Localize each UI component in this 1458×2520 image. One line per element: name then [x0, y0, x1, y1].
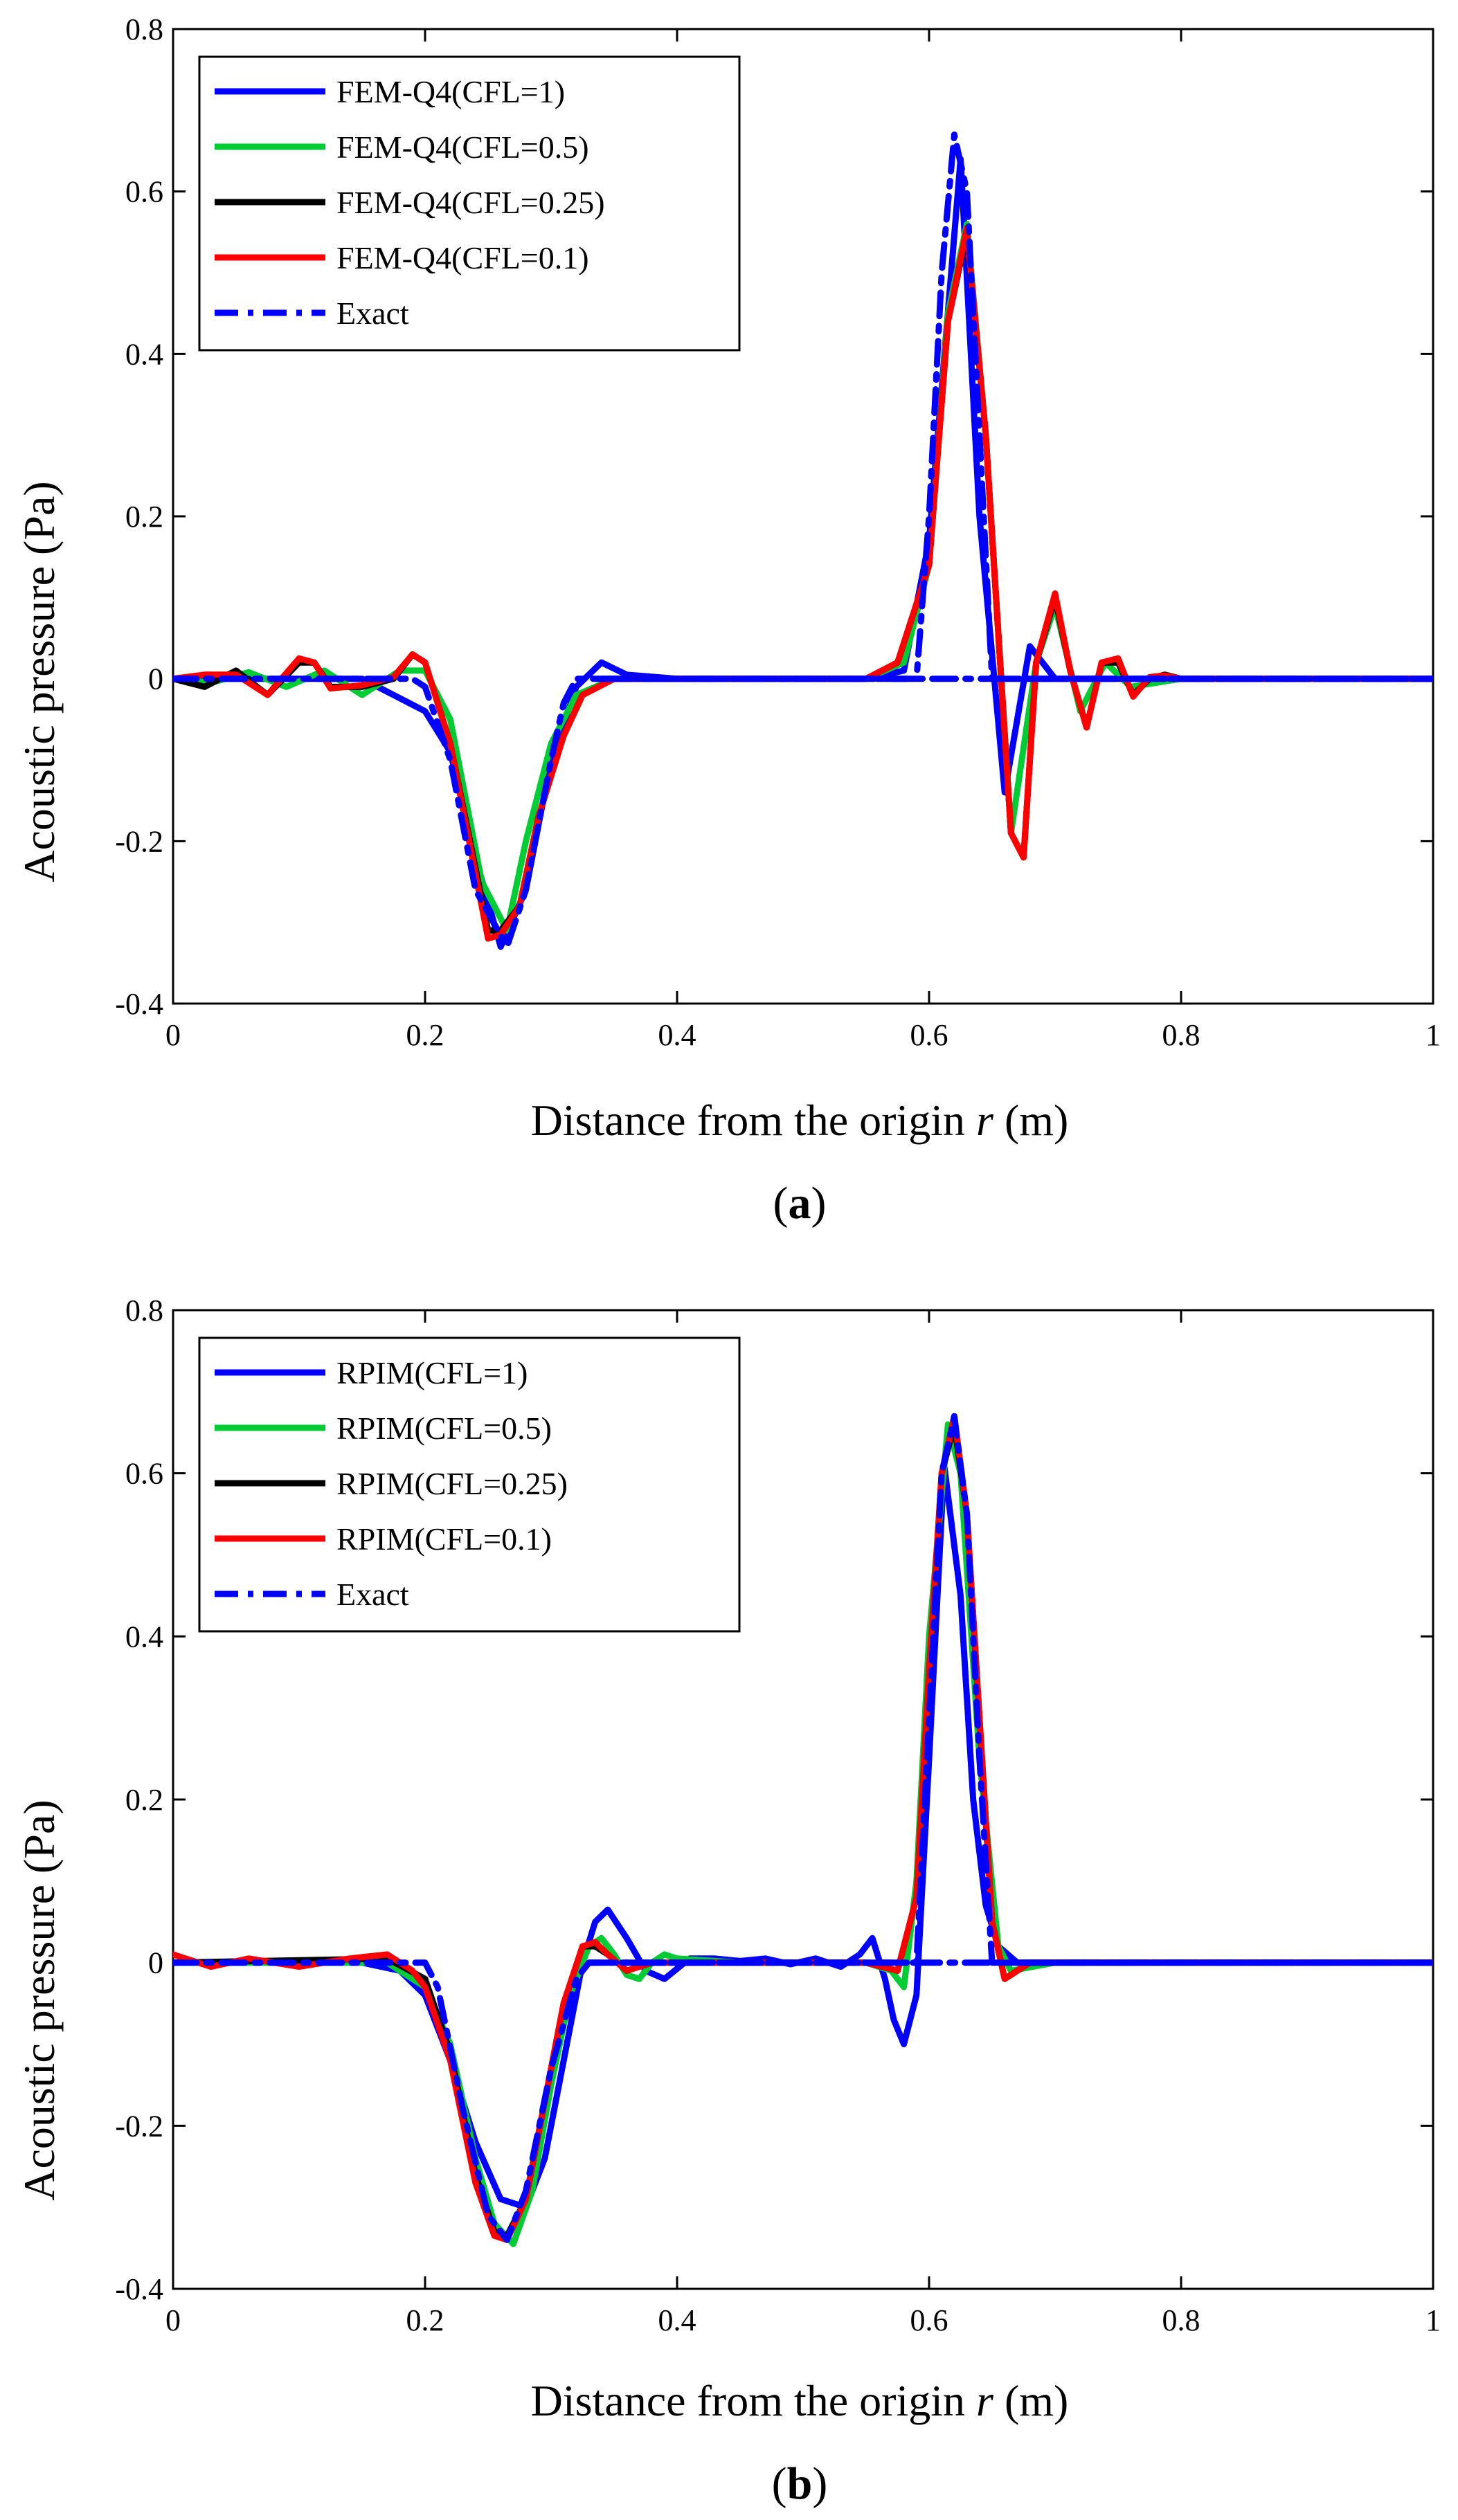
legend-label: FEM-Q4(CFL=0.25): [336, 185, 605, 220]
x-tick-label: 0.2: [406, 2303, 444, 2337]
x-axis-label-prefix: Distance from the origin: [531, 1096, 976, 1145]
y-tick-label: 0.4: [125, 337, 163, 371]
y-axis-label-b: Acoustic pressure (Pa): [15, 1800, 64, 2200]
y-tick-label: 0: [148, 662, 163, 696]
legend-label: FEM-Q4(CFL=0.5): [336, 129, 589, 165]
panel-label-b: (b): [772, 2458, 828, 2509]
legend-label: Exact: [336, 296, 409, 331]
y-tick-label: -0.2: [115, 2109, 163, 2143]
legend-label: RPIM(CFL=0.5): [336, 1411, 552, 1446]
x-tick-label: 0.4: [658, 2303, 696, 2337]
y-tick-label: -0.2: [115, 824, 163, 858]
panel-label-a: (a): [773, 1178, 827, 1229]
y-tick-label: -0.4: [115, 987, 163, 1021]
x-tick-label: 0.6: [910, 1018, 948, 1052]
plot-area-a: 0 0.2 0.4 0.6 0.8 1 -0.4 -0.2 0 0.2 0.4 0.6 0.8 FEM-Q…: [115, 12, 1441, 1052]
panel-b: 0 0.2 0.4 0.6 0.8 1 -0.4 -0.2 0 0.2 0.4 0.6 0.8 RPIM(…: [15, 1294, 1441, 2509]
y-tick-label: 0.6: [125, 1457, 163, 1491]
x-axis-label-prefix: Distance from the origin: [531, 2376, 976, 2425]
x-tick-label: 0.8: [1162, 2303, 1200, 2337]
y-tick-label: 0.6: [125, 175, 163, 209]
x-tick-label: 0: [165, 2303, 181, 2337]
x-axis-label-suffix: (m): [993, 1096, 1068, 1145]
x-tick-label: 1: [1425, 2303, 1441, 2337]
legend: FEM-Q4(CFL=1) FEM-Q4(CFL=0.5) FEM-Q4(CFL=0…: [198, 55, 741, 352]
y-tick-label: 0.8: [125, 1294, 163, 1327]
y-axis-label-a: Acoustic pressure (Pa): [15, 481, 64, 882]
series-line-exact: [173, 676, 1433, 950]
legend-label: Exact: [336, 1577, 409, 1612]
x-tick-label: 0: [165, 1018, 181, 1052]
y-tick-label: 0.2: [125, 500, 163, 534]
x-tick-label: 0.2: [406, 1018, 444, 1052]
x-tick-label: 0.6: [910, 2303, 948, 2337]
series-line-exact: [598, 132, 1433, 682]
y-tick-label: 0.4: [125, 1620, 163, 1653]
plot-area-b: 0 0.2 0.4 0.6 0.8 1 -0.4 -0.2 0 0.2 0.4 0.6 0.8 RPIM(…: [115, 1294, 1441, 2337]
x-axis-label-a: Distance from the origin r (m): [531, 1096, 1069, 1145]
panel-letter-b: b: [787, 2458, 813, 2509]
x-tick-label: 0.4: [658, 1018, 696, 1052]
legend: RPIM(CFL=1) RPIM(CFL=0.5) RPIM(CFL=0.25) RP…: [198, 1336, 741, 1633]
series-line-fem-q4-cfl-1: [173, 156, 1433, 950]
x-tick-label: 0.8: [1162, 1018, 1200, 1052]
series-line-exact: [173, 1959, 1433, 2243]
x-axis-label-suffix: (m): [993, 2376, 1068, 2425]
panel-letter-a: a: [789, 1178, 811, 1229]
legend-label: RPIM(CFL=0.1): [336, 1521, 552, 1557]
legend-label: RPIM(CFL=1): [336, 1355, 528, 1390]
legend-label: FEM-Q4(CFL=0.1): [336, 240, 589, 275]
y-tick-label: 0.8: [125, 12, 163, 46]
x-axis-label-b: Distance from the origin r (m): [531, 2376, 1069, 2425]
y-tick-label: -0.4: [115, 2272, 163, 2306]
series-group: [173, 1413, 1433, 2247]
series-group: [173, 132, 1433, 950]
legend-label: FEM-Q4(CFL=1): [336, 74, 565, 109]
y-tick-label: 0.2: [125, 1783, 163, 1817]
x-axis-label-var: r: [976, 1096, 994, 1145]
x-axis-label-var: r: [976, 2376, 994, 2425]
series-line-exact: [586, 1413, 1433, 1966]
x-tick-label: 1: [1425, 1018, 1441, 1052]
legend-label: RPIM(CFL=0.25): [336, 1466, 568, 1501]
panel-a: 0 0.2 0.4 0.6 0.8 1 -0.4 -0.2 0 0.2 0.4 0.6 0.8 FEM-Q…: [15, 12, 1441, 1229]
y-tick-label: 0: [148, 1946, 163, 1980]
